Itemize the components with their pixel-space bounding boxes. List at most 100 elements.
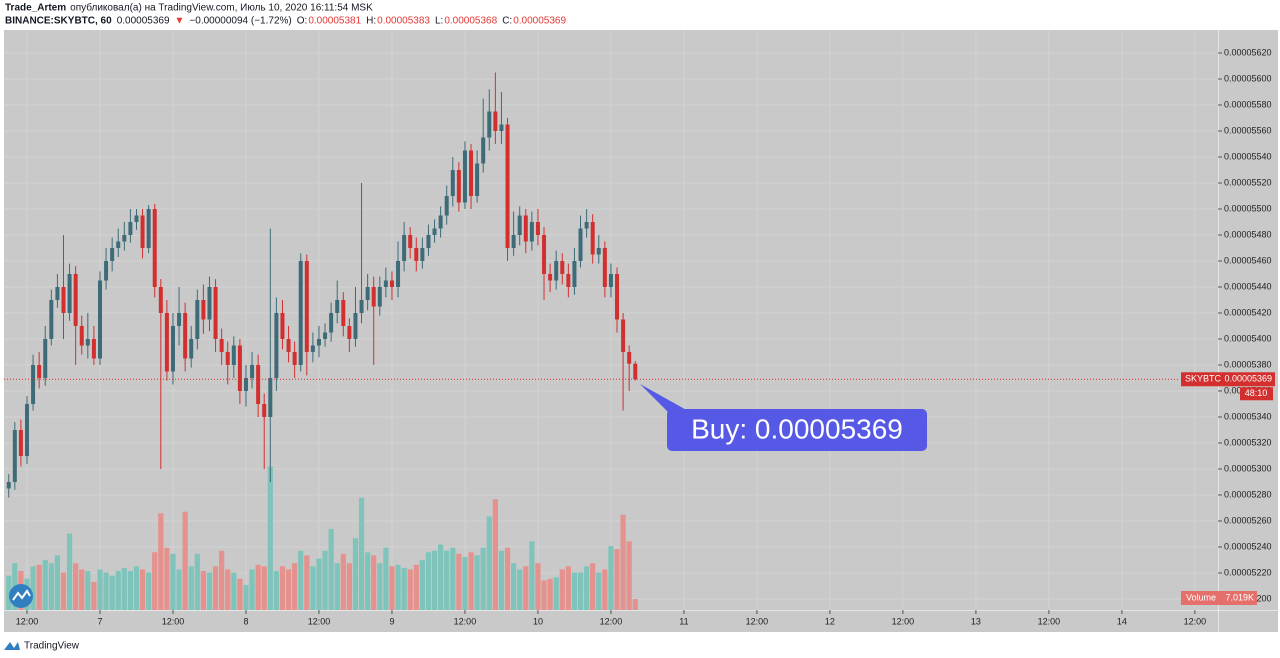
volume-bar bbox=[511, 563, 517, 610]
volume-bar bbox=[97, 569, 103, 610]
candle-body bbox=[262, 403, 267, 417]
volume-bar bbox=[456, 553, 462, 610]
candle-body bbox=[79, 325, 84, 346]
volume-bar bbox=[212, 566, 219, 610]
candle-body bbox=[91, 338, 96, 359]
volume-bar bbox=[352, 538, 359, 610]
candle-body bbox=[615, 273, 620, 320]
volume-bar bbox=[395, 564, 401, 610]
candle-body bbox=[608, 273, 613, 287]
volume-bar bbox=[79, 569, 85, 610]
candle-body bbox=[584, 221, 589, 229]
price-tag-value: 0.00005369 bbox=[1224, 374, 1272, 384]
volume-bar bbox=[492, 499, 498, 610]
volume-bar bbox=[322, 550, 328, 610]
chart-background bbox=[4, 30, 1278, 632]
volume-bar bbox=[292, 563, 298, 610]
candle-body bbox=[152, 208, 157, 287]
volume-bar bbox=[243, 585, 249, 610]
volume-bar bbox=[316, 558, 322, 610]
candle-body bbox=[146, 208, 151, 248]
candle-body bbox=[329, 312, 334, 333]
volume-bar bbox=[450, 547, 456, 610]
x-tick-label: 7 bbox=[97, 616, 102, 626]
candle-body bbox=[353, 312, 358, 339]
volume-bar bbox=[383, 547, 389, 610]
candle-body bbox=[371, 286, 376, 307]
volume-tag-value: 7.019K bbox=[1225, 592, 1254, 602]
y-tick-label: 0.00005580 bbox=[1224, 99, 1272, 109]
volume-bar bbox=[480, 547, 486, 610]
volume-bar bbox=[328, 528, 334, 610]
volume-bar bbox=[407, 569, 413, 610]
volume-bar bbox=[438, 544, 444, 610]
volume-bar bbox=[565, 566, 571, 610]
volume-bar bbox=[152, 552, 158, 610]
candle-body bbox=[590, 221, 595, 255]
volume-bar bbox=[474, 555, 480, 610]
legend-part: C: bbox=[502, 16, 512, 27]
candle-body bbox=[402, 234, 407, 261]
x-tick-label: 10 bbox=[533, 616, 543, 626]
candle-body bbox=[304, 260, 309, 352]
candle-body bbox=[414, 247, 419, 261]
candle-body bbox=[444, 195, 449, 216]
volume-bar bbox=[42, 560, 48, 610]
legend-part: −0.00000094 (−1.72%) bbox=[189, 16, 291, 27]
volume-bar bbox=[164, 547, 170, 610]
y-tick-label: 0.00005220 bbox=[1224, 567, 1272, 577]
y-tick-label: 0.00005400 bbox=[1224, 333, 1272, 343]
logo-mark bbox=[12, 589, 31, 601]
candle-body bbox=[548, 273, 553, 281]
candle-body bbox=[432, 228, 437, 235]
candle-body bbox=[438, 215, 443, 229]
volume-bar bbox=[103, 572, 109, 610]
legend-part: O: bbox=[297, 16, 308, 27]
volume-bar bbox=[547, 578, 553, 610]
candle-body bbox=[128, 221, 133, 235]
candle-body bbox=[134, 215, 139, 222]
legend-part: L: bbox=[435, 16, 443, 27]
candle-body bbox=[18, 429, 23, 456]
candle-body bbox=[602, 247, 607, 287]
candle-body bbox=[365, 286, 370, 300]
plot bbox=[4, 30, 1218, 610]
x-tick-label: 14 bbox=[1117, 616, 1127, 626]
candle-body bbox=[158, 286, 163, 313]
volume-bar bbox=[425, 552, 432, 610]
candle-body bbox=[456, 169, 461, 203]
candle-body bbox=[535, 221, 540, 235]
candle-body bbox=[207, 286, 212, 320]
volume-bar bbox=[219, 550, 225, 610]
callout-pointer bbox=[640, 384, 690, 412]
volume-bar bbox=[626, 541, 632, 610]
volume-bar bbox=[504, 547, 511, 610]
candle-body bbox=[12, 429, 17, 482]
candle-body bbox=[170, 325, 175, 372]
volume-bar bbox=[358, 497, 365, 610]
candle-body bbox=[85, 338, 90, 346]
candle-body bbox=[517, 215, 522, 235]
volume-bar bbox=[620, 514, 626, 610]
candle-body bbox=[24, 403, 29, 456]
volume-bar bbox=[298, 550, 304, 610]
candle-body bbox=[596, 247, 601, 255]
x-tick-label: 8 bbox=[243, 616, 248, 626]
volume-bar bbox=[115, 571, 121, 610]
volume-bar bbox=[60, 572, 67, 610]
candle-body bbox=[347, 325, 352, 339]
volume-bar bbox=[529, 541, 535, 610]
volume-bar bbox=[225, 569, 231, 610]
y-tick-label: 0.00005340 bbox=[1224, 411, 1272, 421]
candle-body bbox=[523, 215, 528, 242]
volume-bar bbox=[596, 572, 602, 610]
y-tick-label: 0.00005600 bbox=[1224, 73, 1272, 83]
volume-bar bbox=[614, 549, 620, 610]
y-tick-label: 0.00005620 bbox=[1224, 47, 1272, 57]
candle-body bbox=[542, 234, 547, 274]
x-tick-label: 12:00 bbox=[454, 616, 477, 626]
candle-body bbox=[122, 234, 127, 242]
candle-body bbox=[219, 338, 224, 352]
